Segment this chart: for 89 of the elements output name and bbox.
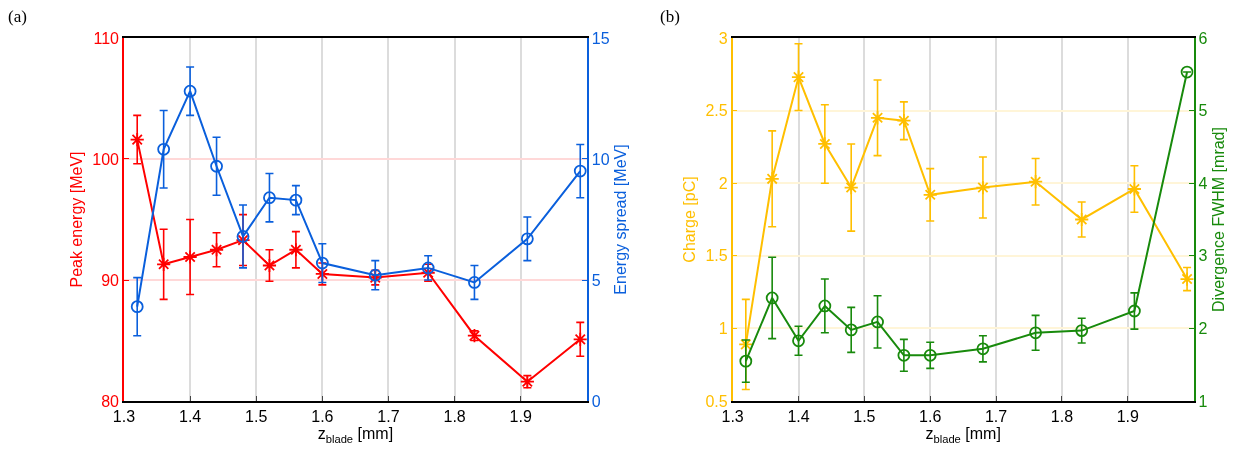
text: (b) xyxy=(660,7,680,26)
point xyxy=(156,256,172,272)
point xyxy=(843,180,859,196)
y2-tick-label: 1 xyxy=(1198,392,1208,410)
point xyxy=(897,348,911,362)
point xyxy=(468,276,481,289)
point xyxy=(315,256,329,270)
point xyxy=(1128,304,1141,318)
point xyxy=(764,171,780,187)
y-tick-label: 80 xyxy=(101,392,120,410)
x-tick-label: 1.8 xyxy=(443,408,466,426)
y-tick-label: 2.5 xyxy=(705,102,728,120)
x-tick-label: 1.7 xyxy=(984,408,1008,426)
x-tick-label: 1.9 xyxy=(509,408,532,426)
point xyxy=(923,348,937,362)
y2-tick-label: 6 xyxy=(1198,29,1208,47)
y-tick-label: 110 xyxy=(93,29,120,47)
point xyxy=(572,331,587,347)
point xyxy=(368,268,382,282)
point xyxy=(791,69,807,85)
x-tick-label: 1.6 xyxy=(919,408,942,426)
point xyxy=(1126,181,1142,197)
y2-tick-label: 4 xyxy=(1198,174,1208,192)
y2-tick-label: 3 xyxy=(1198,247,1208,265)
point xyxy=(157,142,171,156)
point xyxy=(236,230,250,243)
point xyxy=(314,266,330,282)
y-tick-label: 90 xyxy=(101,271,120,289)
point xyxy=(871,315,884,329)
y2-tick-label: 2 xyxy=(1198,320,1208,338)
text: (a) xyxy=(8,7,27,26)
y2-tick-label: 10 xyxy=(591,150,610,168)
x-tick-label: 1.9 xyxy=(1116,408,1140,426)
x-tick-label: 1.4 xyxy=(787,408,810,426)
x-tick-label: 1.5 xyxy=(853,408,876,426)
point xyxy=(896,113,912,129)
y-tick-label: 2 xyxy=(718,174,728,192)
y2-tick-label: 5 xyxy=(1198,102,1208,120)
point xyxy=(1028,174,1044,190)
y2-axis-title: Divergence FWHM [mrad] xyxy=(1209,127,1227,312)
point xyxy=(1074,211,1090,227)
point xyxy=(573,164,587,178)
y2-axis-title: Energy spread [MeV] xyxy=(611,144,629,295)
x-tick-label: 1.6 xyxy=(311,408,334,426)
point xyxy=(210,159,223,173)
y2-tick-label: 5 xyxy=(591,271,601,289)
x-tick-label: 1.7 xyxy=(377,408,400,426)
x-tick-label: 1.8 xyxy=(1050,408,1074,426)
x-tick-label: 1.5 xyxy=(245,408,268,426)
point xyxy=(792,334,805,348)
point xyxy=(288,242,304,258)
x-tick-label: 1.3 xyxy=(112,408,136,426)
y-tick-label: 1 xyxy=(718,320,728,338)
y2-tick-label: 15 xyxy=(591,29,610,47)
point xyxy=(130,300,144,314)
point xyxy=(421,261,435,275)
point xyxy=(129,132,145,148)
point xyxy=(739,354,753,368)
y-axis-title: Charge [pC] xyxy=(680,176,698,263)
point xyxy=(738,336,754,352)
point xyxy=(263,191,276,205)
x-tick-label: 1.4 xyxy=(178,408,202,426)
point xyxy=(209,242,225,258)
point xyxy=(1179,271,1194,287)
x-axis-title: z$_{blade}$ [mm] xyxy=(925,425,1001,445)
point xyxy=(765,291,779,305)
point xyxy=(289,193,303,207)
y-axis-title: Peak energy [MeV] xyxy=(67,151,85,288)
point xyxy=(975,180,991,196)
x-axis-title: z$_{blade}$ [mm] xyxy=(317,425,394,445)
point xyxy=(1075,324,1089,338)
point xyxy=(818,299,832,313)
point xyxy=(183,84,197,98)
point xyxy=(870,110,886,126)
point xyxy=(1029,326,1043,340)
point xyxy=(817,136,833,152)
y-tick-label: 3 xyxy=(718,29,728,47)
y-tick-label: 100 xyxy=(92,150,120,168)
y2-tick-label: 0 xyxy=(591,392,601,410)
y-tick-label: 1.5 xyxy=(705,247,728,265)
point xyxy=(976,342,990,356)
y-tick-label: 0.5 xyxy=(705,392,728,410)
point xyxy=(1180,65,1194,79)
point xyxy=(520,232,534,246)
x-tick-label: 1.3 xyxy=(721,408,744,426)
point xyxy=(844,323,858,337)
point xyxy=(261,258,277,273)
point xyxy=(182,249,198,265)
point xyxy=(922,187,938,203)
